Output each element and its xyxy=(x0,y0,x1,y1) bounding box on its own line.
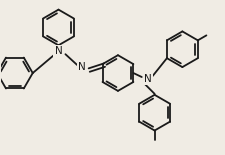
Text: N: N xyxy=(144,74,152,84)
Text: N: N xyxy=(78,62,86,72)
Text: N: N xyxy=(55,46,62,56)
